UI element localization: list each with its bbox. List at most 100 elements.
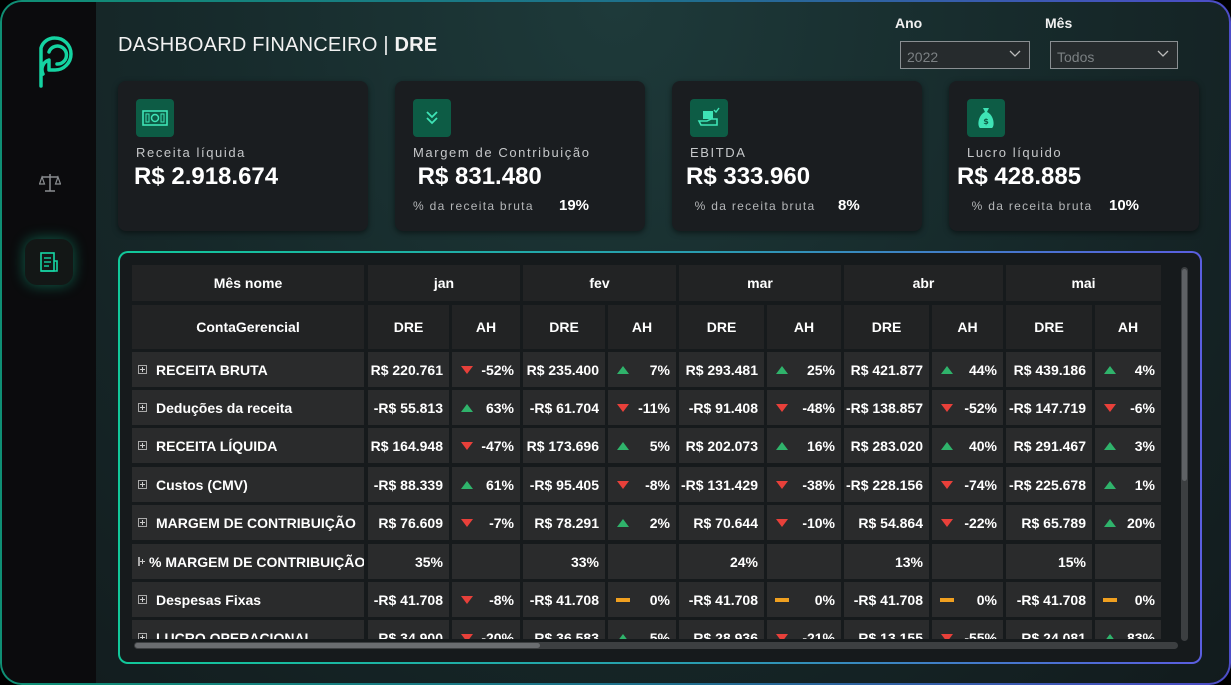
dre-value-cell: R$ 34.900 <box>368 620 449 639</box>
table-row-label[interactable]: LUCRO OPERACIONAL <box>132 620 364 639</box>
dre-value-cell: 33% <box>523 544 605 579</box>
column-header-dre[interactable]: DRE <box>679 305 764 349</box>
dre-value-cell: R$ 78.291 <box>523 505 605 540</box>
dre-value-cell: -R$ 228.156 <box>844 467 929 502</box>
table-row-label[interactable]: Despesas Fixas <box>132 582 364 617</box>
column-header-ah[interactable]: AH <box>608 305 676 349</box>
ah-value: -52% <box>481 361 514 378</box>
ah-value: -52% <box>964 399 997 416</box>
column-header-dre[interactable]: DRE <box>368 305 449 349</box>
column-header-ah[interactable]: AH <box>932 305 1003 349</box>
ah-value-cell: -21% <box>767 620 841 639</box>
expand-icon[interactable] <box>138 518 147 527</box>
ah-value-cell <box>608 544 676 579</box>
ah-value-cell: -47% <box>452 428 520 463</box>
kpi-card-receita-liquida: Receita líquida R$ 2.918.674 <box>118 81 368 231</box>
column-header-text: AH <box>957 319 978 335</box>
ah-value: -20% <box>481 629 514 640</box>
expand-icon[interactable] <box>138 441 147 450</box>
expand-icon[interactable] <box>138 595 147 604</box>
scale-icon[interactable] <box>39 172 61 194</box>
column-header-ah[interactable]: AH <box>452 305 520 349</box>
dre-value-cell: R$ 173.696 <box>523 428 605 463</box>
dre-matrix[interactable]: Mês nome jan fev mar abr mai ContaGerencial DRE… <box>132 265 1164 639</box>
month-header-abr[interactable]: abr <box>844 265 1003 301</box>
dre-value: R$ 28.936 <box>693 629 758 640</box>
dre-value-cell: R$ 291.467 <box>1006 428 1092 463</box>
ah-value: -6% <box>1130 399 1155 416</box>
kpi-card-ebitda: EBITDA R$ 333.960 % da receita bruta 8% <box>672 81 922 231</box>
horizontal-scroll-thumb[interactable] <box>135 643 540 648</box>
money-bag-icon: $ <box>978 108 994 128</box>
kpi-label: EBITDA <box>690 145 747 160</box>
month-dropdown[interactable]: Todos <box>1050 41 1178 69</box>
account-name: % MARGEM DE CONTRIBUIÇÃO <box>149 553 364 570</box>
kpi-value: R$ 2.918.674 <box>134 163 279 190</box>
column-header-text: AH <box>631 319 653 335</box>
sidebar-item-report[interactable] <box>25 239 73 285</box>
money-bill-icon <box>142 110 168 126</box>
dre-value-cell: -R$ 41.708 <box>844 582 929 617</box>
table-row-label[interactable]: % MARGEM DE CONTRIBUIÇÃO <box>132 544 364 579</box>
table-row-label[interactable]: RECEITA BRUTA <box>132 352 364 387</box>
month-filter-label: Mês <box>1045 15 1073 31</box>
trend-down-icon <box>776 633 788 639</box>
ah-value: 3% <box>1134 437 1155 454</box>
column-header-dre[interactable]: DRE <box>844 305 929 349</box>
expand-icon[interactable] <box>138 633 147 639</box>
chevron-down-icon <box>1157 50 1169 57</box>
account-name: MARGEM DE CONTRIBUIÇÃO <box>156 514 356 531</box>
ah-value-cell <box>452 544 520 579</box>
table-row-label[interactable]: RECEITA LÍQUIDA <box>132 428 364 463</box>
month-header-fev[interactable]: fev <box>523 265 676 301</box>
ah-value: 0% <box>649 591 670 608</box>
dre-value: R$ 235.400 <box>526 361 599 378</box>
expand-icon[interactable] <box>138 557 145 566</box>
ah-value: 20% <box>1126 514 1155 531</box>
trend-flat-icon <box>940 597 954 602</box>
trend-flat-icon <box>775 597 789 602</box>
month-header-mai[interactable]: mai <box>1006 265 1161 301</box>
account-name: Despesas Fixas <box>156 591 262 608</box>
dre-value: -R$ 41.708 <box>1016 591 1086 608</box>
vertical-scroll-thumb[interactable] <box>1182 269 1187 481</box>
dre-value-cell: -R$ 41.708 <box>368 582 449 617</box>
dre-value-cell: 24% <box>679 544 764 579</box>
dre-value-cell: -R$ 88.339 <box>368 467 449 502</box>
month-header-jan[interactable]: jan <box>368 265 520 301</box>
dre-value-cell: R$ 70.644 <box>679 505 764 540</box>
ah-value: -8% <box>489 591 514 608</box>
trend-down-icon <box>941 403 953 412</box>
horizontal-scrollbar[interactable] <box>134 642 1178 649</box>
trend-down-icon <box>941 480 953 489</box>
ah-value: -8% <box>645 476 670 493</box>
trend-up-icon <box>1104 518 1116 527</box>
column-header-ah[interactable]: AH <box>767 305 841 349</box>
expand-icon[interactable] <box>138 480 147 489</box>
dre-value: R$ 70.644 <box>693 514 758 531</box>
expand-icon[interactable] <box>138 403 147 412</box>
kpi-card-margem-contribuicao: Margem de Contribuição R$ 831.480 % da r… <box>395 81 645 231</box>
trend-down-icon <box>776 518 788 527</box>
month-header-mar[interactable]: mar <box>679 265 841 301</box>
dre-value-cell: R$ 283.020 <box>844 428 929 463</box>
table-row-label[interactable]: Custos (CMV) <box>132 467 364 502</box>
year-dropdown[interactable]: 2022 <box>900 41 1030 69</box>
expand-icon[interactable] <box>138 365 147 374</box>
account-name: Custos (CMV) <box>156 476 248 493</box>
kpi-value: R$ 428.885 <box>957 163 1082 190</box>
column-header-ah[interactable]: AH <box>1095 305 1161 349</box>
table-row-label[interactable]: MARGEM DE CONTRIBUIÇÃO <box>132 505 364 540</box>
dre-value: R$ 54.864 <box>858 514 923 531</box>
column-header-dre[interactable]: DRE <box>523 305 605 349</box>
dre-value: 15% <box>1057 553 1086 570</box>
dre-value-cell: R$ 13.155 <box>844 620 929 639</box>
trend-up-icon <box>941 441 953 450</box>
ah-value-cell: -52% <box>452 352 520 387</box>
column-header-dre[interactable]: DRE <box>1006 305 1092 349</box>
dre-value: -R$ 228.156 <box>845 476 923 493</box>
ah-value-cell: 25% <box>767 352 841 387</box>
table-row-label[interactable]: Deduções da receita <box>132 390 364 425</box>
dre-value: R$ 220.761 <box>370 361 443 378</box>
